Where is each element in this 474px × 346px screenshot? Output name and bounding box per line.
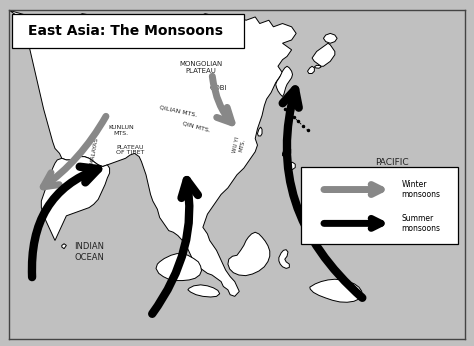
FancyBboxPatch shape [301,166,458,244]
Text: QIN MTS.: QIN MTS. [182,121,210,133]
Polygon shape [156,254,201,281]
Polygon shape [62,244,66,249]
Text: WU YI
MTS.: WU YI MTS. [232,136,246,154]
Polygon shape [279,250,289,268]
Text: MONGOLIAN
PLATEAU: MONGOLIAN PLATEAU [179,61,222,74]
Polygon shape [41,157,109,240]
Text: PLATEAU
OF TIBET: PLATEAU OF TIBET [116,145,144,155]
Text: Summer
monsoons: Summer monsoons [402,214,441,233]
Polygon shape [312,43,335,66]
Text: QILIAN MTS.: QILIAN MTS. [159,104,197,117]
Text: INDIAN
OCEAN: INDIAN OCEAN [74,242,104,262]
Text: GOBI: GOBI [210,85,228,91]
Text: Winter
monsoons: Winter monsoons [402,180,441,199]
Polygon shape [228,232,270,276]
Polygon shape [188,285,220,297]
Polygon shape [276,66,292,97]
Polygon shape [310,279,362,302]
Polygon shape [283,147,291,157]
Polygon shape [308,66,314,73]
Polygon shape [314,65,321,68]
Polygon shape [257,127,262,136]
Polygon shape [323,33,337,43]
Text: KUNLUN
MTS.: KUNLUN MTS. [108,125,134,136]
Polygon shape [287,162,295,170]
Polygon shape [9,10,296,296]
Text: East Asia: The Monsoons: East Asia: The Monsoons [28,24,223,38]
Text: PACIFIC
OCEAN: PACIFIC OCEAN [375,158,409,178]
FancyBboxPatch shape [12,13,244,48]
Text: HIMALAYAS: HIMALAYAS [88,137,99,170]
